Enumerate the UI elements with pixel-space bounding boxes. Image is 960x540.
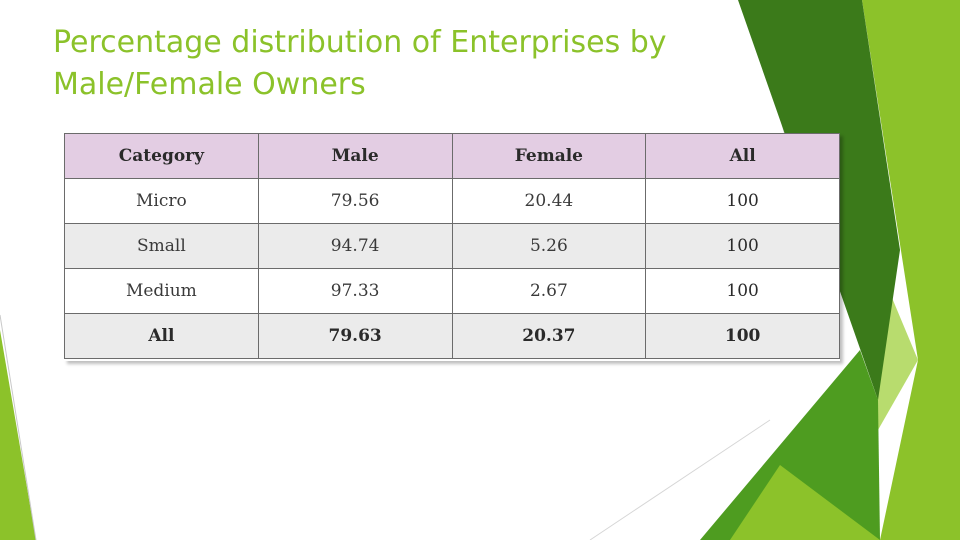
mid-green-band	[700, 350, 880, 540]
cell-category: All	[64, 313, 259, 359]
cell-category: Micro	[64, 178, 259, 224]
cell-category: Medium	[64, 268, 259, 314]
cell-category: Small	[64, 223, 259, 269]
cell-female: 20.37	[451, 313, 647, 359]
header-male: Male	[257, 133, 453, 179]
table-total-row: All 79.63 20.37 100	[64, 313, 840, 359]
cell-all: 100	[645, 178, 840, 224]
header-female: Female	[451, 133, 647, 179]
cell-female: 20.44	[451, 178, 647, 224]
table-header-row: Category Male Female All	[64, 133, 840, 179]
lower-light-green	[730, 465, 880, 540]
header-all: All	[645, 133, 840, 179]
table-row: Medium 97.33 2.67 100	[64, 268, 840, 314]
enterprise-table-container: Category Male Female All Micro 79.56 20.…	[64, 133, 840, 361]
cell-male: 97.33	[257, 268, 453, 314]
light-green-band	[862, 0, 960, 540]
left-thin-line	[0, 314, 37, 540]
cell-male: 94.74	[257, 223, 453, 269]
cell-female: 2.67	[451, 268, 647, 314]
cell-male: 79.56	[257, 178, 453, 224]
table-row: Small 94.74 5.26 100	[64, 223, 840, 269]
cell-all: 100	[645, 223, 840, 269]
left-green-bar	[0, 330, 36, 540]
enterprise-distribution-table: Category Male Female All Micro 79.56 20.…	[64, 133, 840, 359]
cell-female: 5.26	[451, 223, 647, 269]
slide-title: Percentage distribution of Enterprises b…	[53, 25, 667, 102]
right-thin-line-2	[589, 419, 771, 540]
table-row: Micro 79.56 20.44 100	[64, 178, 840, 224]
cell-all: 100	[645, 313, 840, 359]
cell-all: 100	[645, 268, 840, 314]
header-category: Category	[64, 133, 259, 179]
cell-male: 79.63	[257, 313, 453, 359]
